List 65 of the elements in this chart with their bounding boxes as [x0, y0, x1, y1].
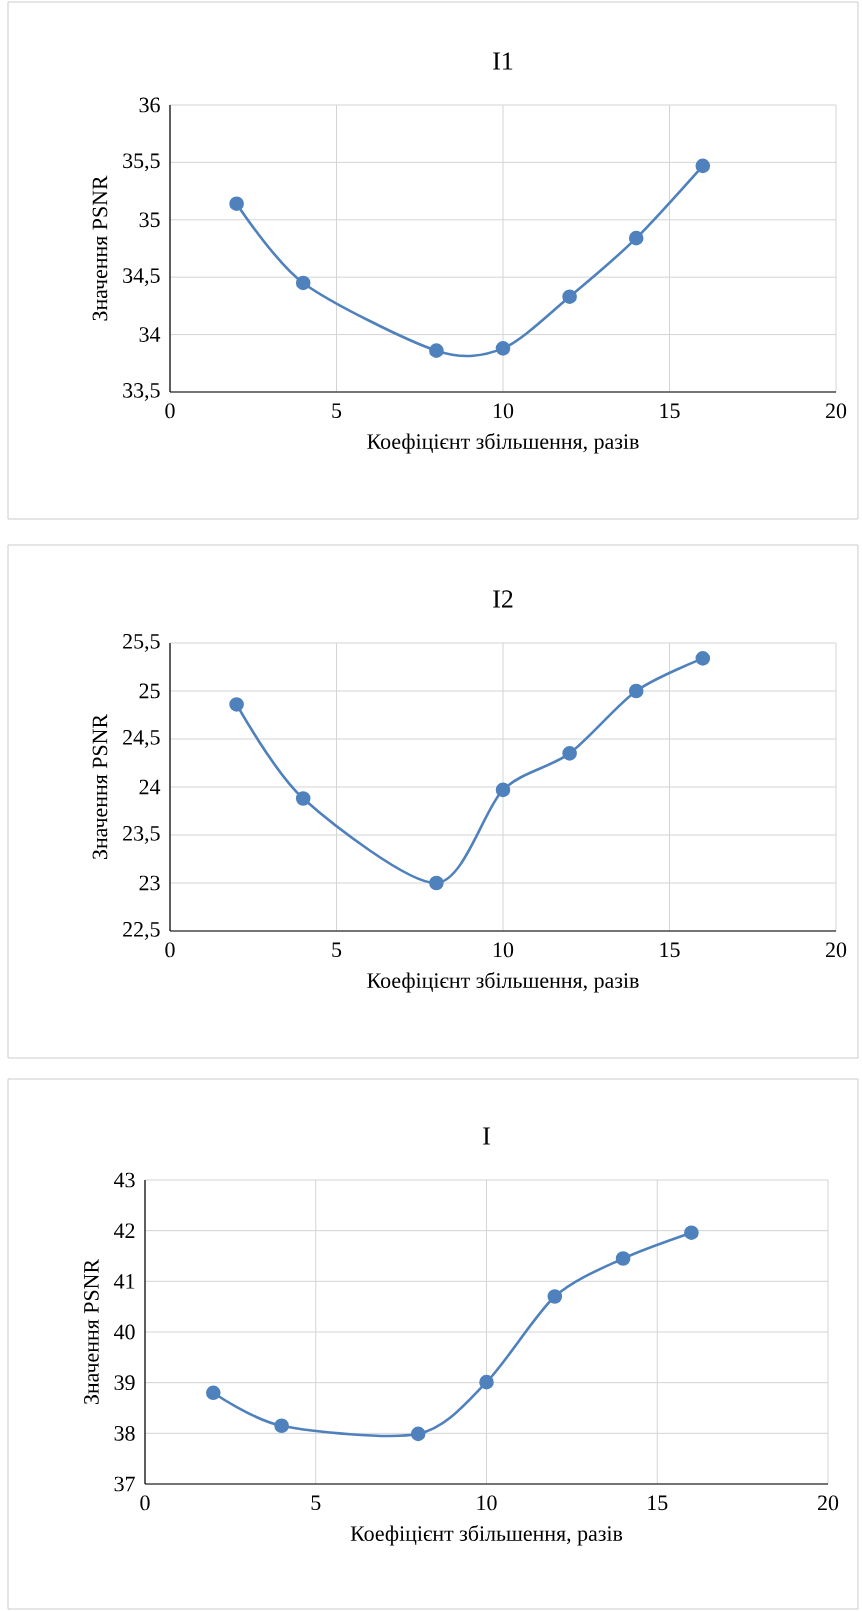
x-tick-label: 0 [165, 403, 175, 419]
y-tick-label: 25 [139, 683, 160, 699]
y-tick-label: 33,5 [123, 383, 160, 401]
point [547, 1289, 563, 1304]
point [495, 782, 511, 798]
y-tick-label: 34,5 [123, 268, 160, 287]
x-tick-label: 5 [311, 1495, 321, 1511]
point [229, 196, 244, 212]
point [274, 1418, 289, 1434]
point [295, 275, 311, 291]
point [562, 289, 577, 304]
x-axis-title: Коефіцієнт збільшення, разів [367, 972, 639, 993]
y-tick-label: 34 [139, 327, 161, 342]
x-tick-label: 15 [660, 403, 680, 419]
y-tick-label: 38 [114, 1425, 135, 1441]
x-tick-label: 15 [648, 1495, 668, 1511]
y-tick-label: 37 [114, 1476, 135, 1492]
x-tick-label: 20 [818, 1495, 839, 1511]
x-tick-label: 15 [660, 942, 680, 958]
y-tick-label: 25,5 [123, 634, 160, 652]
y-tick-label: 41 [114, 1274, 135, 1289]
y-tick-label: 23 [139, 875, 160, 891]
chart-title: I2 [493, 590, 513, 608]
y-tick-label: 24,5 [123, 730, 160, 748]
point [615, 1251, 631, 1266]
x-tick-label: 0 [140, 1495, 150, 1511]
y-tick-label: 42 [114, 1223, 135, 1238]
point [695, 158, 711, 174]
point [410, 1426, 426, 1442]
point [562, 746, 577, 761]
point [429, 343, 444, 358]
y-tick-label: 43 [114, 1172, 135, 1188]
point [628, 230, 644, 246]
x-axis-title: Коефіцієнт збільшення, разів [350, 1525, 623, 1546]
y-tick-label: 39 [114, 1375, 135, 1391]
y-tick-label: 35 [139, 212, 160, 228]
point [429, 875, 444, 891]
y-axis-title: Значення PSNR [92, 175, 108, 321]
y-tick-label: 36 [139, 97, 160, 113]
point [295, 791, 311, 806]
y-tick-label: 23,5 [123, 826, 160, 844]
x-tick-label: 0 [165, 942, 175, 958]
point [684, 1225, 699, 1240]
point [229, 697, 244, 712]
x-tick-label: 5 [332, 942, 342, 958]
point [479, 1374, 494, 1390]
x-tick-label: 20 [826, 403, 847, 419]
x-axis-title: Коефіцієнт збільшення, разів [367, 433, 639, 454]
y-tick-label: 22,5 [123, 922, 160, 940]
y-tick-label: 24 [139, 779, 161, 795]
point [206, 1385, 221, 1401]
x-tick-label: 10 [477, 1495, 497, 1511]
x-tick-label: 5 [332, 403, 342, 419]
point [628, 683, 644, 699]
x-tick-label: 20 [826, 942, 847, 958]
chart-title: I1 [493, 52, 513, 70]
x-tick-label: 10 [493, 403, 514, 419]
x-tick-label: 10 [493, 942, 514, 958]
y-tick-label: 35,5 [123, 153, 160, 172]
y-axis-title: Значення PSNR [84, 1258, 99, 1405]
point [495, 341, 511, 356]
y-axis-title: Значення PSNR [92, 713, 108, 860]
y-tick-label: 40 [114, 1324, 135, 1340]
chart-title: I [483, 1127, 490, 1145]
point [695, 651, 711, 666]
